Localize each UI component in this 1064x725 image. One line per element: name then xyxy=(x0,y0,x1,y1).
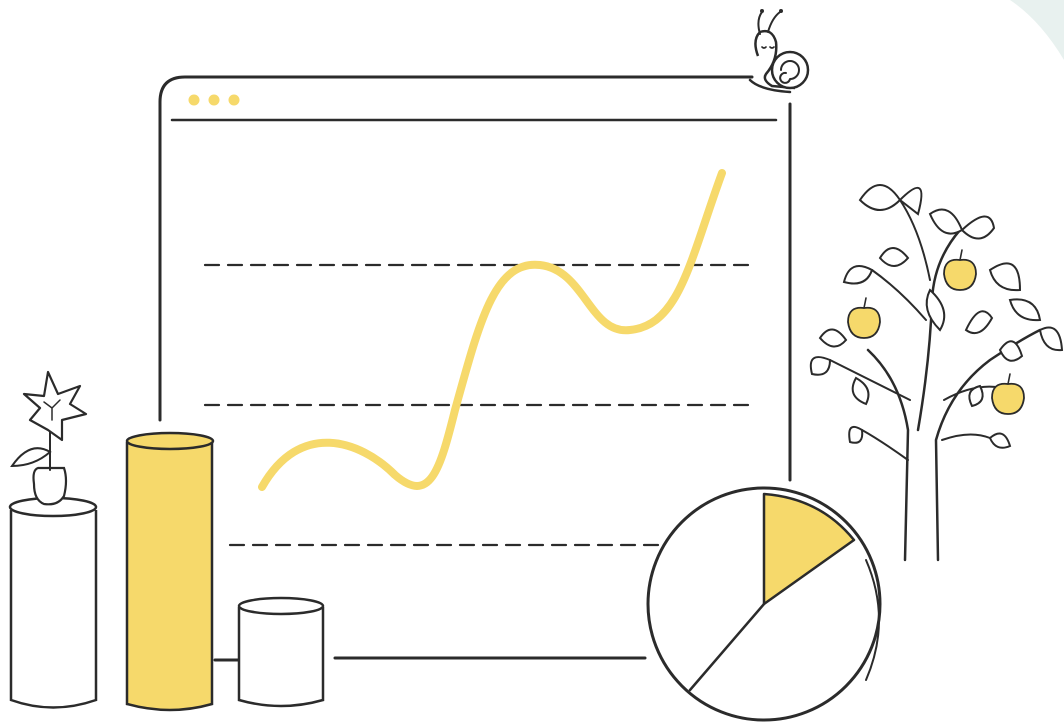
window-dot xyxy=(228,94,240,106)
browser-window xyxy=(158,75,792,662)
apple xyxy=(943,258,977,291)
apples xyxy=(847,258,1025,415)
gridlines xyxy=(203,263,757,547)
window-dot xyxy=(188,94,200,106)
short-bar-cylinder xyxy=(237,596,325,708)
apple-tree-icon xyxy=(809,184,1064,562)
window-dot xyxy=(208,94,220,106)
yellow-bar-cylinder xyxy=(125,431,215,712)
teal-corner-background xyxy=(1010,0,1064,60)
pedestal-cylinder xyxy=(8,496,98,709)
bar-cylinders-icon xyxy=(125,431,325,712)
pie-chart-icon xyxy=(646,486,882,722)
window-dots xyxy=(188,94,240,106)
snail-icon xyxy=(748,9,810,94)
apple xyxy=(847,306,881,339)
apple xyxy=(991,382,1025,415)
trend-line xyxy=(258,169,726,491)
flower-vase-icon xyxy=(10,370,88,506)
